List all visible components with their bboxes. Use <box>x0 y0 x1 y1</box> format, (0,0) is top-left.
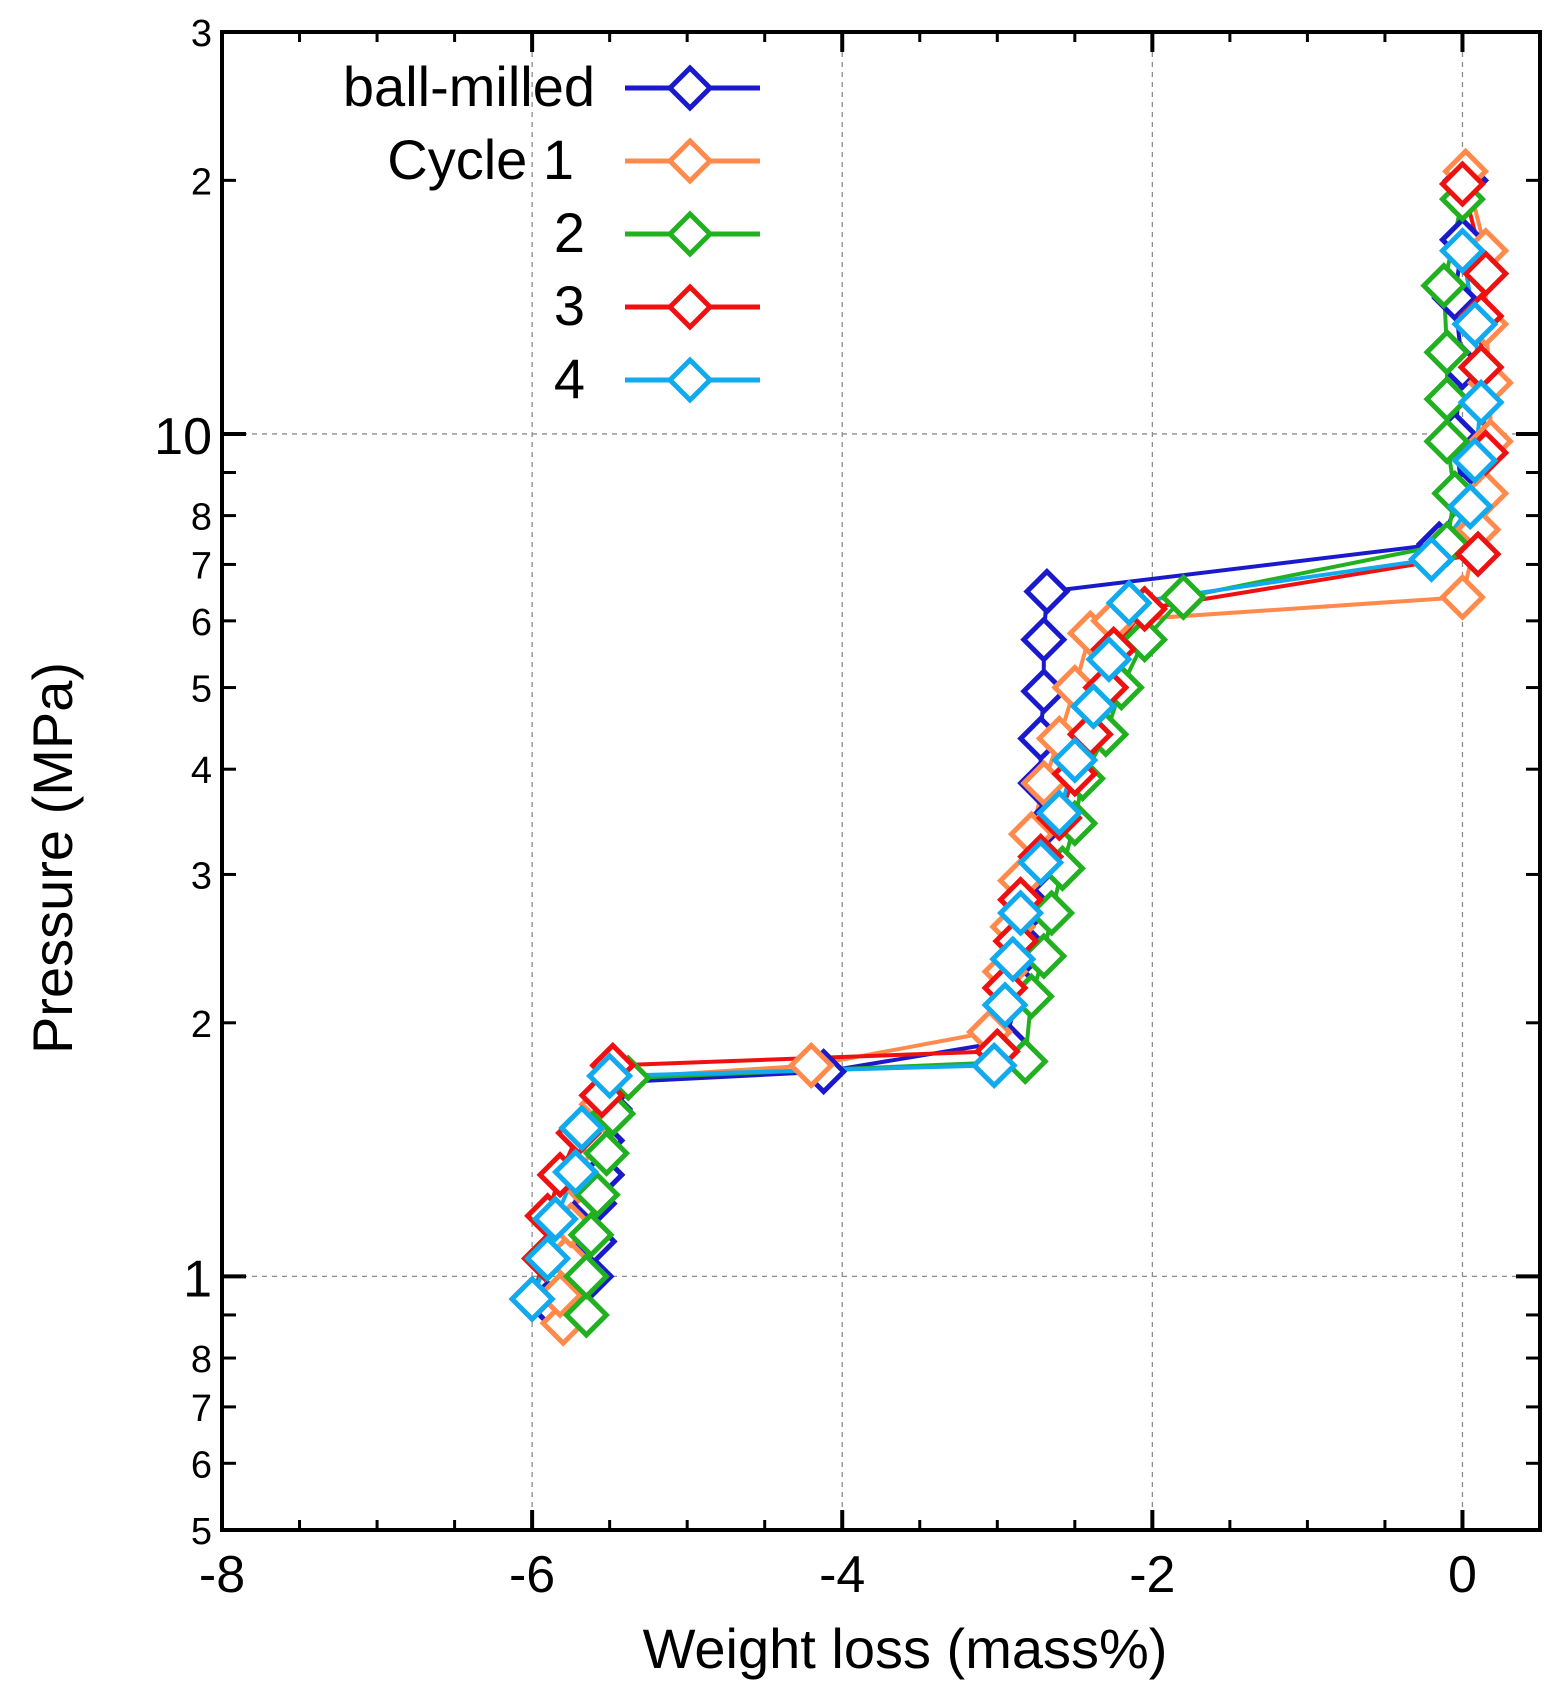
data-point <box>1454 530 1502 578</box>
data-point <box>1085 635 1133 683</box>
legend-label: 3 <box>554 274 585 337</box>
data-point <box>1438 573 1487 621</box>
data-point <box>1121 616 1169 664</box>
data-point <box>562 1291 610 1339</box>
y-tick-label: 2 <box>191 1004 212 1046</box>
y-tick-label: 1 <box>183 1250 212 1308</box>
data-point <box>1105 579 1153 627</box>
legend-marker <box>666 137 714 185</box>
data-point <box>1438 160 1487 208</box>
y-tick-label: 8 <box>191 1339 212 1381</box>
data-point <box>586 1052 634 1100</box>
legend-marker <box>666 283 714 331</box>
axis-tick-labels: -8 -6 -4 -2 0 5 6 7 8 1 2 3 4 5 6 7 8 10 2 3 <box>154 13 1477 1604</box>
data-point <box>1457 378 1505 426</box>
plot-frame <box>220 30 1542 1532</box>
data-point <box>1451 436 1499 485</box>
data-point <box>508 1275 556 1323</box>
legend-label: 2 <box>554 201 585 264</box>
data-point <box>1159 573 1207 621</box>
x-axis-title: Weight loss (mass%) <box>643 1617 1168 1680</box>
series-markers <box>508 147 1514 1347</box>
y-tick-label: 6 <box>191 1444 212 1486</box>
data-point <box>1023 568 1071 616</box>
y-tick-label: 2 <box>191 161 212 203</box>
y-tick-label: 7 <box>191 545 212 587</box>
data-point <box>551 1148 600 1196</box>
legend-label: Cycle 1 <box>387 128 574 191</box>
data-point <box>989 935 1037 983</box>
y-tick-label: 7 <box>191 1388 212 1430</box>
data-point <box>1462 250 1510 298</box>
data-point <box>997 889 1045 937</box>
y-tick-label: 4 <box>191 750 212 792</box>
x-tick-label: -4 <box>819 1546 865 1604</box>
y-tick-label: 8 <box>191 497 212 539</box>
data-point <box>1420 262 1468 310</box>
y-tick-label: 3 <box>191 13 212 55</box>
legend-label: 4 <box>554 347 585 410</box>
data-point <box>1423 375 1471 423</box>
data-point <box>1438 227 1487 275</box>
legend: ball-milled Cycle 1 2 3 4 <box>343 55 760 410</box>
data-point <box>1017 838 1065 886</box>
legend-marker <box>666 356 714 404</box>
legend-label: ball-milled <box>343 55 595 118</box>
data-point <box>531 1195 579 1243</box>
data-point <box>1451 300 1499 348</box>
data-point <box>1028 889 1076 937</box>
y-tick-label: 6 <box>191 602 212 644</box>
legend-marker <box>666 64 714 112</box>
data-point <box>970 1041 1018 1089</box>
data-point <box>524 1235 572 1283</box>
data-point <box>573 1171 621 1219</box>
data-point <box>1446 483 1494 531</box>
y-tick-label: 10 <box>154 408 212 466</box>
data-point <box>1423 328 1471 376</box>
y-tick-label: 5 <box>191 1511 212 1553</box>
data-point <box>1423 417 1471 465</box>
data-point <box>536 1271 584 1319</box>
data-point <box>787 1041 835 1089</box>
y-axis-title: Pressure (MPa) <box>21 662 84 1054</box>
data-point <box>1407 535 1455 583</box>
data-point <box>1020 616 1068 664</box>
data-point <box>981 981 1029 1029</box>
data-point <box>583 1129 631 1177</box>
data-point <box>558 1104 606 1152</box>
x-tick-label: -8 <box>199 1546 245 1604</box>
x-tick-label: -2 <box>1129 1546 1175 1604</box>
legend-marker <box>666 210 714 258</box>
data-point <box>1035 789 1083 837</box>
y-tick-label: 5 <box>191 669 212 711</box>
x-tick-label: 0 <box>1448 1546 1477 1604</box>
y-tick-label: 3 <box>191 855 212 897</box>
data-point <box>1069 682 1117 730</box>
x-tick-label: -6 <box>509 1546 555 1604</box>
data-point <box>567 1211 615 1259</box>
data-point <box>1051 736 1099 784</box>
data-point <box>562 1252 610 1300</box>
axis-ticks <box>220 30 1542 1532</box>
